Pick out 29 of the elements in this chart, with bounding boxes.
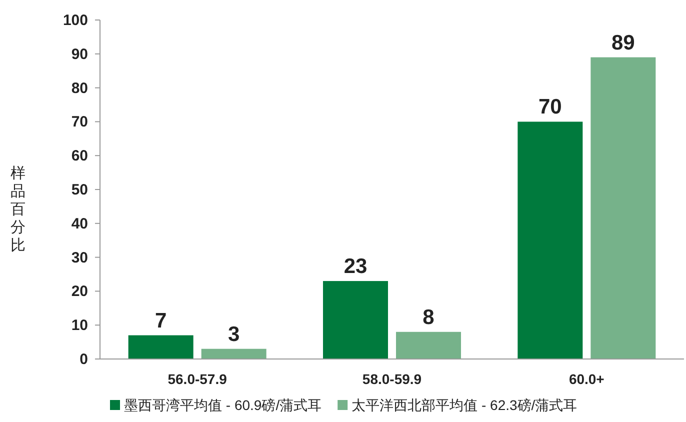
y-tick-label: 60 <box>71 148 88 165</box>
y-axis-title: 样品百分比 <box>10 165 26 254</box>
y-tick-label: 10 <box>71 317 88 334</box>
bar <box>396 332 461 359</box>
legend-label: 太平洋西北部平均值 - 62.3磅/蒲式耳 <box>352 397 578 413</box>
data-label: 7 <box>154 309 167 332</box>
bar <box>201 348 266 359</box>
bar <box>518 122 583 359</box>
bar <box>590 57 656 359</box>
bar <box>128 335 194 359</box>
x-tick-label: 56.0-57.9 <box>168 371 228 387</box>
data-label: 3 <box>228 322 240 346</box>
y-tick-label: 70 <box>71 114 88 131</box>
y-tick-label: 90 <box>71 46 88 63</box>
y-tick-label: 30 <box>71 249 88 266</box>
y-tick-label: 80 <box>71 80 88 97</box>
bar <box>323 281 388 359</box>
data-label: 23 <box>344 255 368 278</box>
x-tick-label: 60.0+ <box>568 371 604 387</box>
data-label: 70 <box>538 96 562 119</box>
x-tick-label: 58.0-59.9 <box>362 371 422 387</box>
data-label: 89 <box>611 31 635 54</box>
y-tick-label: 20 <box>71 283 88 300</box>
y-tick-label: 40 <box>71 215 88 232</box>
y-tick-label: 100 <box>62 12 88 29</box>
data-label: 8 <box>422 306 435 329</box>
y-tick-label: 50 <box>71 182 88 198</box>
y-tick-label: 0 <box>80 351 88 368</box>
legend-label: 墨西哥湾平均值 - 60.9磅/蒲式耳 <box>124 397 322 413</box>
